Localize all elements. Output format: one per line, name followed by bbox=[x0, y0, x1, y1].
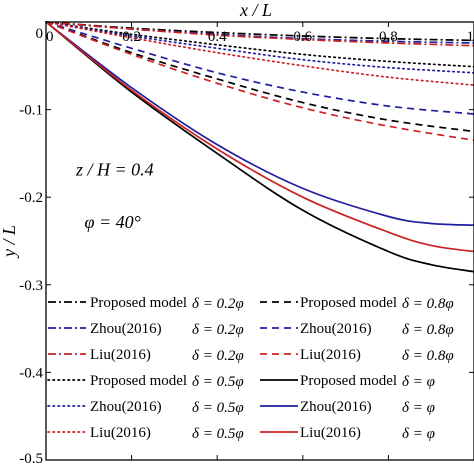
x-tick-label: 0.6 bbox=[293, 29, 312, 45]
y-tick-label: -0.1 bbox=[19, 103, 43, 119]
legend-delta-label: δ = 0.2φ bbox=[192, 296, 244, 312]
legend-model-label: Liu(2016) bbox=[90, 425, 151, 441]
legend-delta-label: δ = 0.5φ bbox=[192, 374, 244, 390]
plot-curves bbox=[45, 21, 474, 273]
y-tick-label: 0 bbox=[36, 26, 44, 42]
legend-model-label: Liu(2016) bbox=[90, 347, 151, 363]
x-tick-label: 0 bbox=[46, 29, 54, 45]
x-axis: 0 0.2 0.4 0.6 0.8 1 bbox=[45, 22, 474, 460]
legend-model-label: Liu(2016) bbox=[300, 425, 361, 441]
y-axis: 0 -0.1 -0.2 -0.3 -0.4 -0.5 bbox=[19, 21, 474, 467]
y-tick-label: -0.3 bbox=[19, 278, 43, 294]
series-line-8 bbox=[45, 21, 474, 86]
x-tick-label: 0.4 bbox=[208, 29, 227, 45]
legend-model-label: Proposed model bbox=[300, 373, 397, 389]
x-tick-label: 0.2 bbox=[122, 29, 141, 45]
legend-delta-label: δ = 0.2φ bbox=[192, 348, 244, 364]
series-line-9 bbox=[45, 21, 474, 273]
legend-delta-label: δ = φ bbox=[402, 400, 435, 416]
annotation-0: z / H = 0.4 bbox=[75, 159, 154, 179]
legend-model-label: Liu(2016) bbox=[300, 347, 361, 363]
legend-delta-label: δ = 0.5φ bbox=[192, 400, 244, 416]
legend-delta-label: δ = 0.8φ bbox=[402, 322, 454, 338]
legend-delta-label: δ = φ bbox=[402, 426, 435, 442]
series-line-4 bbox=[45, 21, 474, 115]
legend-model-label: Proposed model bbox=[90, 373, 187, 389]
legend-model-label: Zhou(2016) bbox=[90, 321, 162, 337]
series-line-7 bbox=[45, 21, 474, 74]
legend-delta-label: δ = 0.5φ bbox=[192, 426, 244, 442]
legend-delta-label: δ = 0.8φ bbox=[402, 348, 454, 364]
y-tick-label: -0.4 bbox=[19, 365, 43, 381]
x-tick-label: 0.8 bbox=[379, 29, 398, 45]
series-line-6 bbox=[45, 21, 474, 68]
legend-model-label: Zhou(2016) bbox=[300, 321, 372, 337]
legend-model-label: Zhou(2016) bbox=[90, 399, 162, 415]
legend-model-label: Zhou(2016) bbox=[300, 399, 372, 415]
legend-model-label: Proposed model bbox=[300, 295, 397, 311]
legend: Proposed model δ = 0.2φ Proposed model δ = … bbox=[47, 295, 454, 442]
y-axis-label: y / L bbox=[0, 225, 19, 259]
y-tick-label: -0.2 bbox=[19, 190, 43, 206]
plot-frame bbox=[45, 21, 474, 461]
series-line-2 bbox=[45, 21, 474, 47]
annotations: z / H = 0.4 φ = 40° bbox=[75, 159, 154, 232]
series-line-11 bbox=[45, 21, 474, 253]
x-axis-label: x / L bbox=[239, 0, 272, 20]
annotation-1: φ = 40° bbox=[85, 212, 141, 232]
legend-model-label: Proposed model bbox=[90, 295, 187, 311]
y-tick-label: -0.5 bbox=[19, 451, 43, 467]
legend-delta-label: δ = φ bbox=[402, 374, 435, 390]
legend-delta-label: δ = 0.8φ bbox=[402, 296, 454, 312]
legend-delta-label: δ = 0.2φ bbox=[192, 322, 244, 338]
x-tick-label: 1 bbox=[467, 29, 474, 45]
series-line-3 bbox=[45, 21, 474, 133]
series-line-10 bbox=[45, 21, 474, 227]
